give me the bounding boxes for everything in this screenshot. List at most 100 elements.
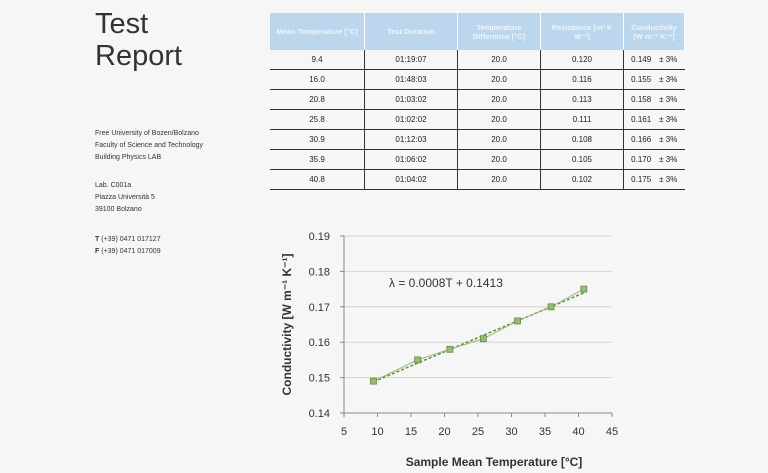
uncertainty-value: ± 3% bbox=[659, 75, 678, 84]
x-tick-label: 20 bbox=[438, 426, 450, 438]
contact-block: T (+39) 0471 017127 F (+39) 0471 017009 bbox=[95, 234, 161, 258]
x-tick-label: 10 bbox=[371, 426, 383, 438]
y-axis-label: Conductivity [W m⁻¹ K⁻¹] bbox=[280, 254, 294, 396]
table-cell-temp-diff: 20.0 bbox=[457, 109, 541, 130]
table-cell-mean-temp: 40.8 bbox=[270, 169, 365, 190]
y-tick-label: 0.18 bbox=[309, 266, 330, 278]
y-tick-label: 0.19 bbox=[309, 231, 330, 243]
data-point bbox=[479, 335, 487, 343]
table-cell-mean-temp: 35.9 bbox=[270, 149, 365, 170]
table-cell-mean-temp: 20.8 bbox=[270, 89, 365, 110]
x-tick-label: 30 bbox=[505, 426, 517, 438]
data-point bbox=[547, 303, 555, 311]
table-header-row: Mean Temperature [°C] Test Duration Temp… bbox=[270, 13, 685, 50]
uncertainty-value: ± 3% bbox=[659, 175, 678, 184]
table-cell-duration: 01:02:02 bbox=[364, 109, 458, 130]
phone-line: T (+39) 0471 017127 bbox=[95, 234, 161, 246]
table-cell-temp-diff: 20.0 bbox=[457, 169, 541, 190]
y-tick-label: 0.14 bbox=[309, 408, 330, 420]
x-tick-label: 40 bbox=[572, 426, 584, 438]
table-cell-mean-temp: 25.8 bbox=[270, 109, 365, 130]
header-mean-temperature: Mean Temperature [°C] bbox=[270, 13, 365, 50]
affiliation-line: Building Physics LAB bbox=[95, 154, 162, 161]
table-row: 16.0 01:48:03 20.0 0.116 0.155 ± 3% bbox=[270, 69, 685, 90]
table-cell-temp-diff: 20.0 bbox=[457, 89, 541, 110]
conductivity-value: 0.149 bbox=[631, 55, 652, 64]
table-cell-conductivity: 0.166 ± 3% bbox=[623, 129, 685, 150]
x-tick-label: 25 bbox=[472, 426, 484, 438]
report-title-line2: Report bbox=[95, 40, 183, 72]
affiliation-block: Free University of Bozen/Bolzano Faculty… bbox=[95, 128, 203, 164]
fax-number: (+39) 0471 017009 bbox=[101, 248, 161, 255]
table-cell-resistance: 0.102 bbox=[540, 169, 624, 190]
table-cell-duration: 01:12:03 bbox=[364, 129, 458, 150]
table-cell-resistance: 0.116 bbox=[540, 69, 624, 90]
table-cell-temp-diff: 20.0 bbox=[457, 129, 541, 150]
table-cell-temp-diff: 20.0 bbox=[457, 149, 541, 170]
table-cell-duration: 01:04:02 bbox=[364, 169, 458, 190]
table-cell-mean-temp: 16.0 bbox=[270, 69, 365, 90]
uncertainty-value: ± 3% bbox=[659, 55, 678, 64]
uncertainty-value: ± 3% bbox=[659, 155, 678, 164]
conductivity-value: 0.175 bbox=[631, 175, 652, 184]
table-row: 20.8 01:03:02 20.0 0.113 0.158 ± 3% bbox=[270, 89, 685, 110]
table-cell-temp-diff: 20.0 bbox=[457, 69, 541, 90]
report-title: Test Report bbox=[95, 8, 182, 72]
table-cell-temp-diff: 20.0 bbox=[457, 50, 541, 70]
address-line: Piazza Università 5 bbox=[95, 194, 155, 201]
affiliation-line: Faculty of Science and Technology bbox=[95, 142, 204, 149]
fax-line: F (+39) 0471 017009 bbox=[95, 246, 161, 258]
table-cell-duration: 01:19:07 bbox=[364, 50, 458, 70]
affiliation-line: Free University of Bozen/Bolzano bbox=[95, 130, 199, 137]
conductivity-value: 0.166 bbox=[631, 135, 652, 144]
header-conductivity: Conductivity [W m⁻¹ K⁻¹] bbox=[623, 13, 685, 50]
table-cell-mean-temp: 9.4 bbox=[270, 50, 365, 70]
table-cell-conductivity: 0.161 ± 3% bbox=[623, 109, 685, 130]
results-table: Mean Temperature [°C] Test Duration Temp… bbox=[270, 13, 685, 190]
table-cell-resistance: 0.111 bbox=[540, 109, 624, 130]
x-axis-label: Sample Mean Temperature [°C] bbox=[406, 455, 583, 469]
table-row: 30.9 01:12:03 20.0 0.108 0.166 ± 3% bbox=[270, 129, 685, 150]
table-cell-duration: 01:06:02 bbox=[364, 149, 458, 170]
address-line: Lab. C001a bbox=[95, 182, 132, 189]
table-row: 9.4 01:19:07 20.0 0.120 0.149 ± 3% bbox=[270, 50, 685, 70]
conductivity-value: 0.155 bbox=[631, 75, 652, 84]
data-point bbox=[414, 356, 422, 364]
fax-label: F bbox=[95, 248, 100, 255]
table-cell-resistance: 0.113 bbox=[540, 89, 624, 110]
x-tick-label: 5 bbox=[341, 426, 347, 438]
table-cell-resistance: 0.108 bbox=[540, 129, 624, 150]
data-point bbox=[514, 317, 521, 325]
table-row: 35.9 01:06:02 20.0 0.105 0.170 ± 3% bbox=[270, 149, 685, 170]
x-tick-label: 45 bbox=[606, 426, 618, 438]
header-test-duration: Test Duration bbox=[364, 13, 458, 50]
data-point bbox=[580, 285, 588, 293]
phone-label: T bbox=[95, 236, 100, 243]
table-cell-conductivity: 0.155 ± 3% bbox=[623, 69, 685, 90]
y-tick-label: 0.15 bbox=[309, 373, 330, 385]
uncertainty-value: ± 3% bbox=[659, 135, 678, 144]
x-tick-label: 15 bbox=[405, 426, 417, 438]
table-cell-duration: 01:48:03 bbox=[364, 69, 458, 90]
conductivity-value: 0.158 bbox=[631, 95, 652, 104]
y-tick-label: 0.16 bbox=[309, 337, 330, 349]
report-title-line1: Test bbox=[95, 8, 149, 40]
table-cell-conductivity: 0.170 ± 3% bbox=[623, 149, 685, 170]
uncertainty-value: ± 3% bbox=[659, 95, 678, 104]
conductivity-value: 0.161 bbox=[631, 115, 652, 124]
table-cell-conductivity: 0.175 ± 3% bbox=[623, 169, 685, 190]
table-cell-conductivity: 0.149 ± 3% bbox=[623, 50, 685, 70]
address-block: Lab. C001a Piazza Università 5 39100 Bol… bbox=[95, 180, 155, 216]
uncertainty-value: ± 3% bbox=[659, 115, 678, 124]
table-cell-conductivity: 0.158 ± 3% bbox=[623, 89, 685, 110]
table-cell-duration: 01:03:02 bbox=[364, 89, 458, 110]
x-tick-label: 35 bbox=[539, 426, 551, 438]
trendline-equation: λ = 0.0008T + 0.1413 bbox=[389, 276, 503, 290]
data-point bbox=[370, 377, 377, 385]
address-line: 39100 Bolzano bbox=[95, 206, 142, 213]
y-tick-label: 0.17 bbox=[309, 302, 330, 314]
header-temperature-difference: Temperature Difference [°C] bbox=[457, 13, 541, 50]
conductivity-value: 0.170 bbox=[631, 155, 652, 164]
series-line bbox=[373, 288, 585, 382]
